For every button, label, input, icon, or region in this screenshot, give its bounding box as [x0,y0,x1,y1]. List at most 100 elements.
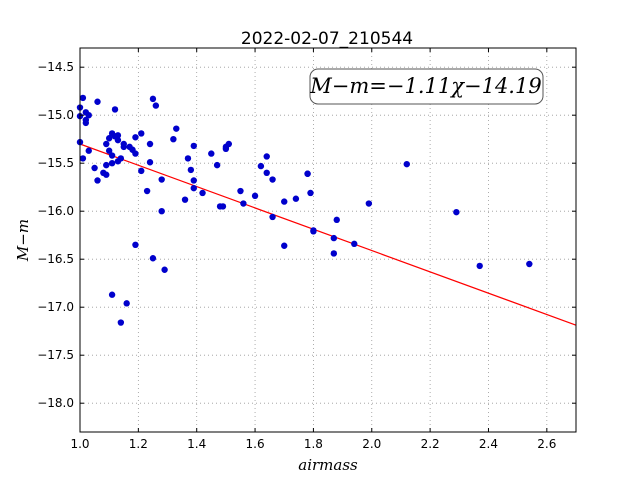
y-tick-label: −16.5 [37,252,74,266]
ticks-layer: 1.0 1.2 1.4 1.6 1.8 2.0 2.2 2.4 2.6 −14.5 −15.0 −15… [37,48,576,451]
data-point [213,161,221,169]
data-point [158,176,165,183]
data-point [138,167,145,175]
data-point [103,140,110,148]
data-point [108,291,116,298]
y-tick-label: −15.0 [37,108,74,122]
y-tick-label: −18.0 [37,396,74,410]
y-tick-label: −16.0 [37,204,74,218]
y-tick-label: −17.5 [37,348,74,362]
data-point [161,266,168,273]
data-point [184,155,192,162]
data-point [330,234,338,242]
data-point [117,155,125,162]
data-point [187,166,195,174]
data-point [82,119,90,127]
data-point [79,155,87,162]
data-point [108,152,116,159]
data-point [111,106,119,113]
data-point [257,162,265,170]
data-point [114,132,122,139]
data-point [219,203,227,210]
data-point [310,228,317,235]
data-point [85,112,92,119]
data-point [138,130,145,137]
x-tick-label: 1.8 [304,437,323,451]
data-point [526,260,533,268]
grid-layer [79,48,576,432]
x-tick-label: 1.0 [70,437,89,451]
plot-frame [79,47,577,433]
fit-line [79,143,577,326]
data-point [103,161,110,169]
data-point [199,189,206,197]
data-point [146,159,154,166]
y-tick-label: −14.5 [37,60,74,74]
data-point [114,136,122,144]
data-point [181,196,189,203]
data-point [351,240,358,248]
data-point [170,136,177,143]
data-point [79,94,87,102]
y-axis-label: M−m [14,219,32,262]
x-tick-label: 1.4 [187,437,206,451]
x-tick-label: 2.4 [479,437,498,451]
data-point [263,153,270,160]
data-point [190,184,197,192]
data-point [281,198,288,205]
data-point [263,169,270,176]
data-point [149,255,157,262]
data-point [453,208,460,216]
data-point [307,189,314,197]
annotation-text: M−m=−1.11χ−14.19 [309,74,541,98]
data-point [333,216,340,224]
data-point [225,140,232,148]
data-points-layer [76,94,533,326]
data-point [94,177,101,184]
data-point [222,145,230,152]
data-point [237,187,244,195]
data-point [190,177,197,184]
data-point [103,171,110,178]
annotation-box [309,68,544,105]
data-point [152,102,160,109]
data-point [292,195,300,202]
data-point [120,140,127,148]
data-point [105,147,113,154]
data-point [108,160,116,167]
x-tick-label: 2.2 [421,437,440,451]
data-point [105,135,113,142]
data-point [146,140,154,148]
data-point [190,142,197,150]
x-tick-label: 1.2 [129,437,148,451]
data-point [251,192,259,200]
y-tick-label: −15.5 [37,156,74,170]
x-axis-label: airmass [298,456,358,474]
data-point [94,98,101,105]
data-point [132,150,139,157]
data-point [132,241,139,248]
data-point [304,170,311,177]
x-tick-label: 1.6 [246,437,265,451]
data-point [85,147,92,154]
data-point [132,134,139,141]
data-point [143,187,151,195]
data-point [269,176,276,183]
fit-annotation: M−m=−1.11χ−14.19 [309,68,544,105]
data-point [158,208,165,215]
x-tick-label: 2.0 [362,437,381,451]
data-point [281,242,288,249]
data-point [123,300,130,307]
y-tick-label: −17.0 [37,300,74,314]
data-point [173,125,180,132]
data-point [330,250,338,257]
data-point [269,213,276,221]
data-point [365,200,373,207]
fit-line-layer [79,143,577,326]
data-point [208,150,215,157]
x-tick-label: 2.6 [537,437,556,451]
data-point [403,160,410,168]
data-point [240,200,247,207]
data-point [91,164,98,172]
